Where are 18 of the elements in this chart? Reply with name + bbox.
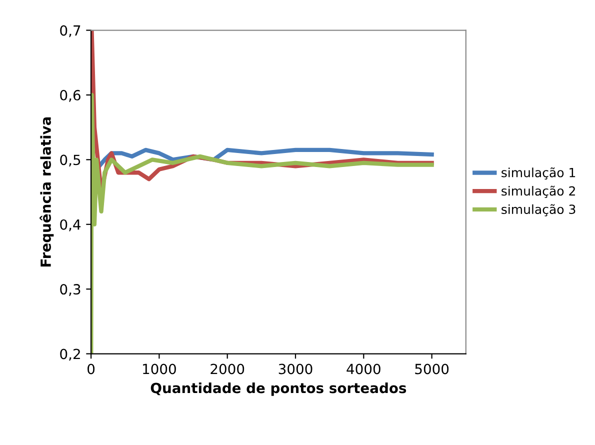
y-tick-label: 0,3 xyxy=(60,284,80,296)
x-tick-label: 1000 xyxy=(143,364,176,374)
legend-label: simulação 2 xyxy=(502,186,575,198)
y-axis-title: Frequência relativa xyxy=(40,117,54,266)
legend-label: simulação 1 xyxy=(502,167,576,180)
y-tick-label: 0,6 xyxy=(60,90,80,102)
y-tick-label: 0,4 xyxy=(60,219,81,232)
x-axis-title: Quantidade de pontos sorteados xyxy=(150,382,406,396)
legend-label: simulação 3 xyxy=(502,204,576,216)
y-tick-label: 0,5 xyxy=(60,154,80,167)
x-tick-label: 3000 xyxy=(278,364,312,374)
y-tick-label: 0,2 xyxy=(60,348,80,361)
x-tick-label: 0 xyxy=(88,364,95,374)
x-tick-label: 4000 xyxy=(346,364,380,374)
line-series xyxy=(91,92,434,354)
y-tick-label: 0,7 xyxy=(60,25,80,38)
x-tick-label: 2000 xyxy=(210,364,244,374)
x-tick-label: 5000 xyxy=(415,364,449,374)
